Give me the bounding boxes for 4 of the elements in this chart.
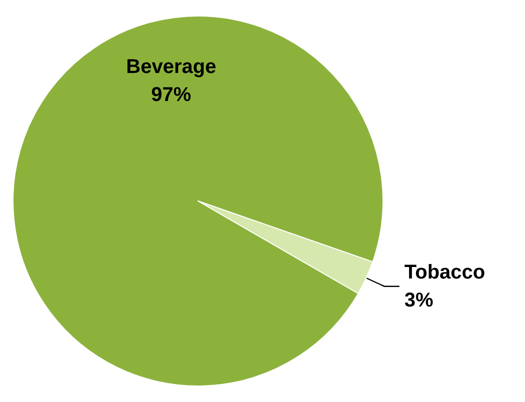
- data-label: 97%: [151, 84, 192, 106]
- slice-label: Tobacco: [404, 261, 486, 284]
- data-label: 3%: [404, 289, 434, 312]
- slice-label: Beverage: [126, 56, 216, 78]
